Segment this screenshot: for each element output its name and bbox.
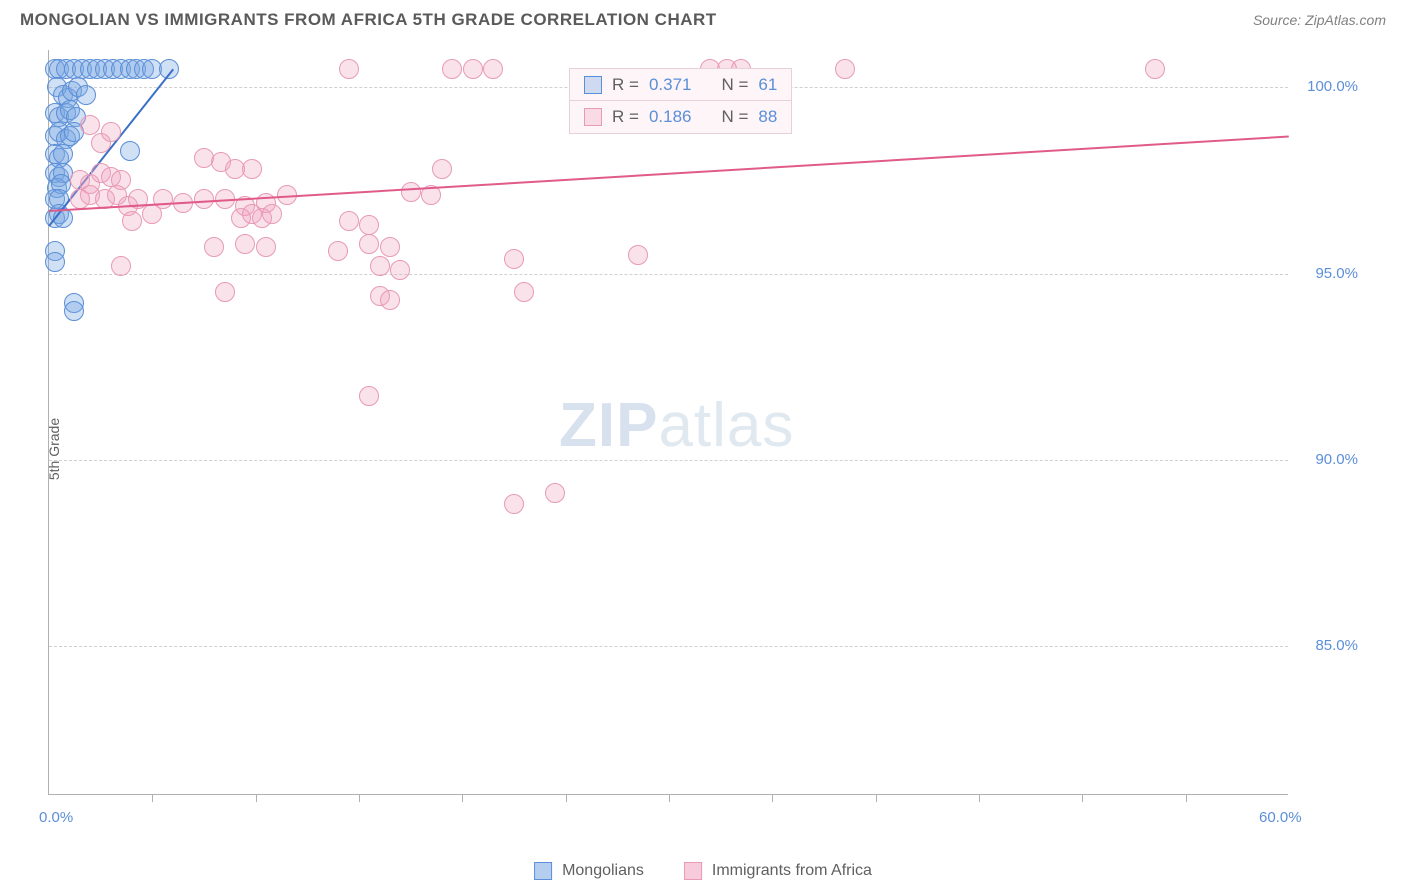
legend-swatch <box>684 862 702 880</box>
data-point <box>370 256 390 276</box>
chart-container: 5th Grade ZIPatlas 100.0%95.0%90.0%85.0%… <box>48 50 1386 847</box>
legend-label: Mongolians <box>562 862 644 880</box>
data-point <box>76 85 96 105</box>
data-point <box>359 386 379 406</box>
stats-legend-row: R = 0.186 N = 88 <box>569 100 792 134</box>
legend-label: Immigrants from Africa <box>712 862 872 880</box>
data-point <box>64 301 84 321</box>
data-point <box>504 249 524 269</box>
y-tick-label: 100.0% <box>1307 78 1358 95</box>
x-tick <box>669 794 670 802</box>
x-tick <box>876 794 877 802</box>
data-point <box>45 252 65 272</box>
x-tick <box>1082 794 1083 802</box>
data-point <box>262 204 282 224</box>
gridline <box>49 646 1288 647</box>
data-point <box>483 59 503 79</box>
data-point <box>242 159 262 179</box>
data-point <box>142 204 162 224</box>
r-value: 0.371 <box>649 75 692 95</box>
y-tick-label: 90.0% <box>1315 451 1358 468</box>
legend-item: Mongolians <box>534 862 644 880</box>
x-tick <box>979 794 980 802</box>
chart-title: MONGOLIAN VS IMMIGRANTS FROM AFRICA 5TH … <box>20 10 717 30</box>
plot-area: ZIPatlas 100.0%95.0%90.0%85.0%0.0%60.0%R… <box>48 50 1288 795</box>
n-value: 88 <box>758 107 777 127</box>
x-tick-label: 60.0% <box>1259 809 1302 826</box>
watermark: ZIPatlas <box>559 390 794 461</box>
r-label: R = <box>612 107 639 127</box>
gridline <box>49 460 1288 461</box>
data-point <box>835 59 855 79</box>
bottom-legend: Mongolians Immigrants from Africa <box>534 862 872 880</box>
source-attribution: Source: ZipAtlas.com <box>1253 12 1386 28</box>
data-point <box>463 59 483 79</box>
gridline <box>49 274 1288 275</box>
data-point <box>432 159 452 179</box>
legend-item: Immigrants from Africa <box>684 862 872 880</box>
data-point <box>215 282 235 302</box>
x-tick <box>256 794 257 802</box>
data-point <box>235 234 255 254</box>
data-point <box>204 237 224 257</box>
data-point <box>101 122 121 142</box>
data-point <box>339 59 359 79</box>
data-point <box>380 237 400 257</box>
data-point <box>514 282 534 302</box>
x-tick <box>462 794 463 802</box>
data-point <box>339 211 359 231</box>
data-point <box>390 260 410 280</box>
data-point <box>504 494 524 514</box>
data-point <box>80 115 100 135</box>
x-tick <box>1186 794 1187 802</box>
data-point <box>401 182 421 202</box>
y-tick-label: 85.0% <box>1315 637 1358 654</box>
r-label: R = <box>612 75 639 95</box>
data-point <box>380 290 400 310</box>
data-point <box>111 256 131 276</box>
data-point <box>545 483 565 503</box>
data-point <box>53 144 73 164</box>
data-point <box>120 141 140 161</box>
data-point <box>194 189 214 209</box>
data-point <box>328 241 348 261</box>
n-value: 61 <box>758 75 777 95</box>
legend-swatch <box>584 108 602 126</box>
legend-swatch <box>534 862 552 880</box>
data-point <box>442 59 462 79</box>
x-tick <box>152 794 153 802</box>
x-tick <box>359 794 360 802</box>
data-point <box>359 215 379 235</box>
data-point <box>256 237 276 257</box>
n-label: N = <box>721 107 748 127</box>
x-tick <box>772 794 773 802</box>
data-point <box>628 245 648 265</box>
x-tick <box>566 794 567 802</box>
stats-legend-row: R = 0.371 N = 61 <box>569 68 792 102</box>
data-point <box>359 234 379 254</box>
n-label: N = <box>721 75 748 95</box>
x-tick-label: 0.0% <box>39 809 73 826</box>
y-tick-label: 95.0% <box>1315 265 1358 282</box>
data-point <box>1145 59 1165 79</box>
data-point <box>122 211 142 231</box>
legend-swatch <box>584 76 602 94</box>
r-value: 0.186 <box>649 107 692 127</box>
